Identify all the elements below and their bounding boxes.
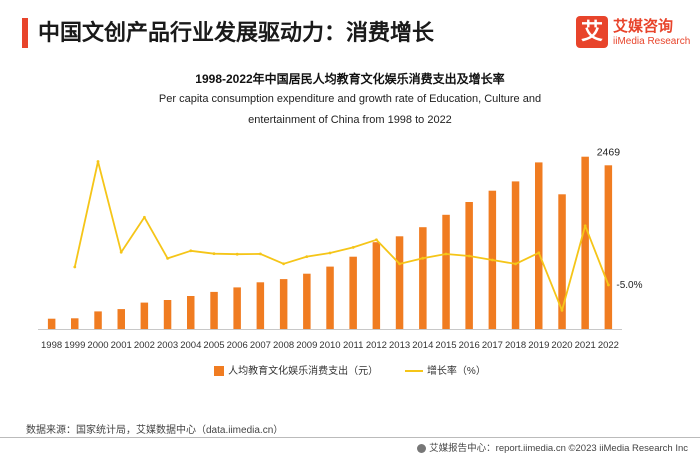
x-tick-label-2008: 2008 — [273, 340, 294, 351]
x-tick-label-2009: 2009 — [296, 340, 317, 351]
growth-point-2019 — [537, 251, 541, 255]
logo-chinese-name: 艾媒咨询 — [613, 18, 674, 35]
x-tick-label-2017: 2017 — [482, 340, 503, 351]
bar-2005 — [210, 291, 218, 329]
bar-2006 — [233, 287, 241, 329]
x-tick-label-2022: 2022 — [598, 340, 619, 351]
bar-2014 — [419, 227, 427, 329]
x-tick-label-2021: 2021 — [575, 340, 596, 351]
bar-2007 — [256, 282, 265, 329]
growth-point-2015 — [444, 252, 448, 256]
bar-2010 — [326, 266, 334, 329]
x-tick-label-2000: 2000 — [87, 340, 108, 351]
growth-rate-line — [73, 160, 610, 312]
iimedia-logo: 艾 艾媒咨询 iiMedia Research — [576, 14, 691, 54]
bar-2002 — [140, 302, 149, 329]
x-tick-label-2006: 2006 — [227, 340, 248, 351]
bar-2004 — [187, 296, 195, 329]
growth-point-2008 — [282, 262, 285, 266]
x-tick-label-2018: 2018 — [505, 340, 526, 351]
bar-2001 — [117, 309, 125, 329]
chart-legend: 人均教育文化娱乐消费支出（元） 增长率（%） — [0, 362, 700, 377]
x-tick-label-2012: 2012 — [366, 340, 387, 351]
bar-2008 — [279, 279, 288, 329]
data-source: 数据来源：国家统计局，艾媒数据中心（data.iimedia.cn） — [26, 425, 284, 436]
growth-point-2005 — [212, 252, 216, 256]
bar-2015 — [442, 214, 450, 329]
growth-point-2017 — [491, 258, 494, 262]
x-tick-label-2019: 2019 — [528, 340, 549, 351]
bar-2021 — [581, 156, 589, 329]
legend-growth-label: 增长率（%） — [426, 366, 486, 377]
bar-2016 — [465, 202, 473, 329]
bar-2013 — [395, 236, 404, 329]
chart-title: 1998-2022年中国居民人均教育文化娱乐消费支出及增长率 — [195, 72, 505, 86]
logo-english-name: iiMedia Research — [613, 36, 691, 47]
legend-line-swatch — [404, 370, 423, 373]
bar-2022 — [604, 165, 613, 329]
growth-point-2014 — [421, 256, 425, 260]
growth-point-2018 — [514, 262, 517, 266]
bar-1998 — [47, 318, 56, 329]
growth-point-2021 — [583, 224, 587, 228]
x-tick-label-2015: 2015 — [435, 340, 456, 351]
growth-point-2012 — [375, 238, 378, 242]
consumption-chart: 1998 1999 2000 2001 2002 2003 2004 2005 2006 2007… — [38, 146, 643, 351]
growth-point-2001 — [119, 250, 123, 254]
data-label-growth-2022: -5.0% — [616, 280, 642, 291]
x-tick-label-2014: 2014 — [412, 340, 433, 351]
growth-point-2022 — [607, 283, 610, 287]
footer: 艾媒报告中心：report.iimedia.cn ©2023 iiMedia R… — [417, 440, 688, 454]
x-tick-label-1999: 1999 — [64, 340, 85, 351]
growth-point-2010 — [328, 251, 332, 255]
growth-point-2011 — [351, 246, 355, 249]
bar-2011 — [349, 256, 357, 329]
growth-point-2002 — [143, 215, 146, 219]
x-tick-label-2007: 2007 — [250, 340, 271, 351]
x-tick-label-2016: 2016 — [459, 340, 480, 351]
growth-point-2000 — [96, 160, 100, 163]
growth-point-2020 — [560, 309, 564, 312]
legend-item-expenditure: 人均教育文化娱乐消费支出（元） — [214, 362, 378, 377]
growth-point-2006 — [235, 252, 239, 256]
data-label-expenditure-2022: 2469 — [597, 146, 621, 158]
growth-point-2007 — [259, 252, 262, 256]
x-tick-label-2011: 2011 — [343, 340, 363, 351]
x-tick-label-1998: 1998 — [41, 340, 62, 351]
x-tick-label-2001: 2001 — [111, 340, 132, 351]
x-tick-label-2004: 2004 — [180, 340, 201, 351]
x-tick-label-2002: 2002 — [134, 340, 155, 351]
bar-2003 — [163, 300, 172, 329]
legend-expenditure-label: 人均教育文化娱乐消费支出（元） — [228, 366, 379, 377]
growth-point-2003 — [166, 257, 170, 260]
x-tick-label-2005: 2005 — [203, 340, 224, 351]
legend-bar-swatch — [214, 366, 225, 377]
x-tick-label-2013: 2013 — [389, 340, 410, 351]
x-tick-label-2003: 2003 — [157, 340, 178, 351]
legend-item-growth: 增长率（%） — [404, 362, 486, 377]
chart-subtitle: Per capita consumption expenditure and g… — [120, 89, 580, 131]
footer-divider — [0, 437, 700, 438]
growth-point-2004 — [189, 249, 193, 253]
bar-2000 — [94, 311, 102, 329]
bar-2012 — [372, 242, 381, 329]
growth-point-1999 — [73, 265, 77, 269]
bar-2009 — [303, 273, 311, 329]
title-accent-bar — [22, 18, 28, 48]
growth-point-2016 — [467, 254, 471, 258]
growth-point-2009 — [305, 255, 309, 258]
page-title: 中国文创产品行业发展驱动力：消费增长 — [38, 20, 435, 45]
bar-1999 — [71, 318, 79, 329]
x-tick-label-2020: 2020 — [551, 340, 572, 351]
logo-mark-icon: 艾 — [576, 16, 608, 48]
report-center-icon — [417, 443, 427, 453]
chart-subtitle-line1: Per capita consumption expenditure and g… — [158, 93, 542, 105]
bar-2019 — [535, 162, 543, 329]
bar-2018 — [511, 181, 520, 329]
footer-text: 艾媒报告中心：report.iimedia.cn ©2023 iiMedia R… — [429, 443, 688, 454]
x-tick-label-2010: 2010 — [319, 340, 340, 351]
chart-subtitle-line2: entertainment of China from 1998 to 2022 — [248, 114, 452, 126]
bar-2020 — [558, 194, 566, 329]
growth-point-2013 — [398, 262, 401, 266]
